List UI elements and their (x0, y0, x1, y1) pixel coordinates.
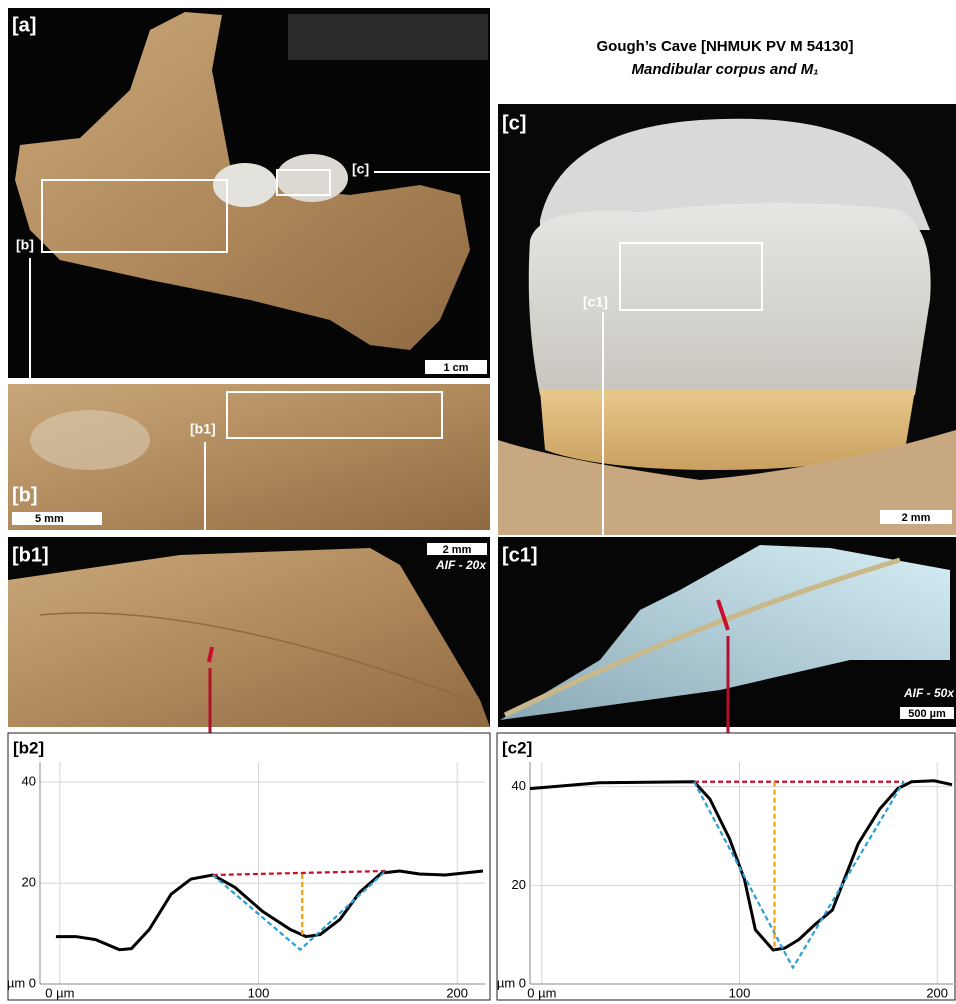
panel-label: [c] (502, 112, 526, 134)
y-tick-label: 20 (22, 875, 36, 890)
y-tick-label: 40 (22, 774, 36, 789)
panel-label: [a] (12, 14, 36, 36)
figure: [a] [b] [c] 1 cm [b1] [b] 5 mm [c] [c1] … (0, 0, 956, 1004)
callout: [b1] (190, 421, 216, 437)
chart-frame (497, 733, 955, 1000)
chart: [c2] µm 0 20 40 0 µm 100 200 (497, 733, 955, 1000)
scale-label: 500 µm (908, 708, 946, 720)
panel-c: [c] [c1] 2 mm (498, 104, 956, 553)
x-tick-label: 0 µm (45, 985, 74, 1000)
figure-title: Gough’s Cave [NHMUK PV M 54130] (597, 38, 854, 55)
panel-c1: [c1] AIF - 50x 500 µm (498, 537, 956, 742)
scale-label: 1 cm (443, 362, 468, 374)
panel-label: [b] (12, 484, 38, 506)
scale-label: 2 mm (443, 544, 472, 556)
x-tick-label: 200 (446, 985, 468, 1000)
blank-box (288, 14, 488, 60)
panel-label: [b1] (12, 544, 49, 566)
scale-label: 2 mm (902, 512, 931, 524)
x-tick-label: 200 (926, 985, 948, 1000)
method-label: AIF - 50x (903, 686, 955, 700)
y-tick-label: 40 (512, 778, 526, 793)
figure-subtitle: Mandibular corpus and M₁ (632, 61, 819, 78)
x-tick-label: 100 (248, 985, 270, 1000)
y-tick-label: µm 0 (7, 975, 36, 990)
panel-b1: [b1] 2 mm AIF - 20x (8, 537, 490, 742)
x-tick-label: 100 (729, 985, 751, 1000)
chart-frame (8, 733, 490, 1000)
y-tick-label: 20 (512, 877, 526, 892)
callout: [c1] (583, 294, 608, 310)
scale-label: 5 mm (35, 513, 64, 525)
panel-b: [b1] [b] 5 mm (8, 384, 490, 553)
y-tick-label: µm 0 (497, 975, 526, 990)
panel-label: [c1] (502, 544, 538, 566)
panel-a: [a] [b] [c] 1 cm (8, 8, 514, 392)
method-label: AIF - 20x (435, 558, 487, 572)
texture (30, 410, 150, 470)
x-tick-label: 0 µm (527, 985, 556, 1000)
callout: [c] (352, 161, 369, 177)
chart: [b2] µm 0 20 40 0 µm 100 200 (7, 733, 490, 1000)
chart-title: [c2] (502, 738, 532, 757)
callout: [b] (16, 237, 34, 253)
tooth (213, 163, 277, 207)
chart-title: [b2] (13, 738, 44, 757)
